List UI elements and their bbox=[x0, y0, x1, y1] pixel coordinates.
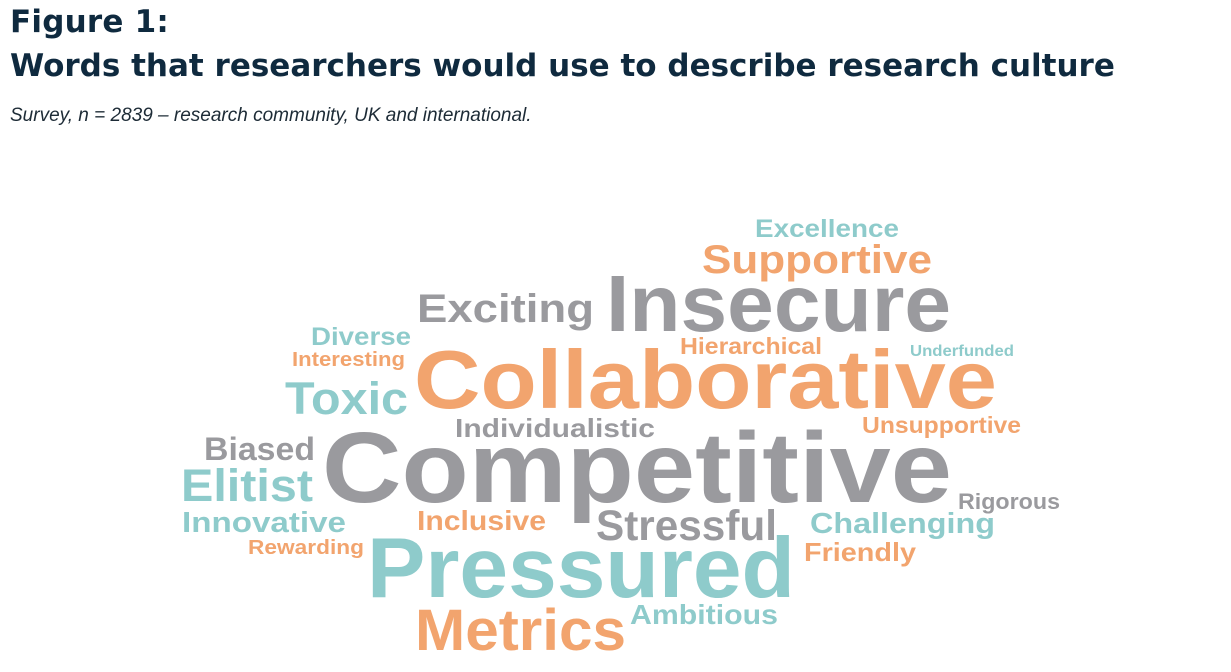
word-toxic: Toxic bbox=[285, 373, 408, 424]
word-biased: Biased bbox=[204, 431, 315, 467]
word-ambitious: Ambitious bbox=[630, 599, 778, 630]
word-collaborative: Collaborative bbox=[414, 333, 997, 426]
figure-label: Figure 1: bbox=[10, 4, 169, 40]
figure-title: Words that researchers would use to desc… bbox=[10, 48, 1115, 84]
figure-subtitle: Survey, n = 2839 – research community, U… bbox=[10, 105, 532, 126]
word-innovative: Innovative bbox=[182, 507, 346, 539]
word-individualistic: Individualistic bbox=[455, 413, 655, 443]
word-insecure: Insecure bbox=[606, 259, 951, 348]
word-stressful: Stressful bbox=[596, 502, 777, 550]
word-friendly: Friendly bbox=[804, 537, 917, 567]
word-supportive: Supportive bbox=[702, 238, 932, 282]
word-rewarding: Rewarding bbox=[248, 537, 364, 559]
word-hierarchical: Hierarchical bbox=[680, 333, 822, 359]
word-competitive: Competitive bbox=[322, 412, 952, 524]
word-metrics: Metrics bbox=[415, 598, 626, 663]
word-unsupportive: Unsupportive bbox=[862, 412, 1021, 438]
word-diverse: Diverse bbox=[311, 323, 411, 351]
word-exciting: Exciting bbox=[417, 287, 594, 331]
word-excellence: Excellence bbox=[755, 215, 899, 243]
word-interesting: Interesting bbox=[292, 349, 405, 371]
word-challenging: Challenging bbox=[810, 508, 995, 540]
word-elitist: Elitist bbox=[181, 460, 313, 511]
word-underfunded: Underfunded bbox=[910, 343, 1014, 360]
word-pressured: Pressured bbox=[367, 521, 795, 616]
word-inclusive: Inclusive bbox=[417, 505, 546, 536]
word-rigorous: Rigorous bbox=[958, 489, 1060, 514]
